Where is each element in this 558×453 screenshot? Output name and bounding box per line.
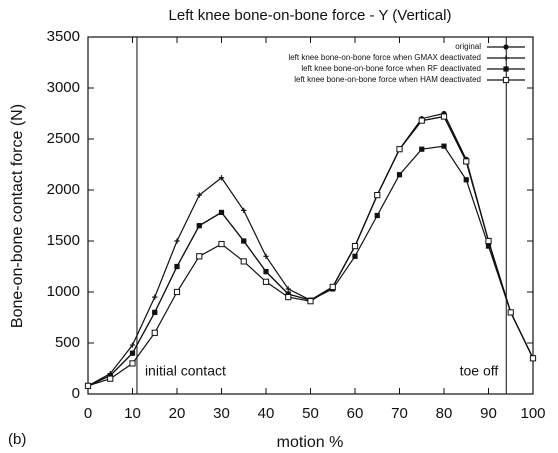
marker [196, 253, 203, 260]
marker [218, 209, 225, 216]
marker [440, 113, 448, 120]
marker [196, 223, 202, 229]
marker [241, 207, 247, 213]
x-tick-label: 80 [436, 405, 453, 422]
marker [263, 269, 269, 275]
marker [84, 382, 92, 389]
annotation-label: initial contact [145, 363, 226, 379]
legend-label: left knee bone-on-bone force when GMAX d… [288, 53, 481, 62]
y-tick-label: 3000 [47, 79, 80, 96]
marker [129, 360, 136, 367]
marker [241, 238, 247, 244]
marker [285, 294, 292, 301]
marker [218, 240, 225, 248]
marker [463, 177, 469, 183]
y-tick-label: 0 [72, 385, 80, 402]
y-axis-label: Bone-on-bone contact force (N) [9, 104, 26, 328]
marker [351, 243, 359, 250]
panel-label: (b) [8, 431, 26, 448]
marker [529, 355, 537, 362]
marker [196, 192, 202, 198]
y-tick-label: 1500 [47, 232, 80, 249]
marker [352, 253, 358, 259]
marker [374, 212, 380, 219]
marker [152, 294, 158, 300]
x-tick-label: 30 [213, 405, 230, 422]
marker [396, 146, 403, 153]
y-tick-label: 1000 [47, 283, 80, 300]
marker [129, 342, 136, 348]
legend-label: original [455, 42, 481, 51]
marker [463, 158, 470, 165]
marker [441, 143, 447, 149]
marker [329, 283, 336, 290]
marker [418, 117, 425, 124]
x-tick-label: 60 [347, 405, 364, 422]
marker [262, 278, 270, 285]
marker [503, 55, 509, 61]
marker [503, 44, 509, 50]
x-tick-label: 100 [520, 405, 545, 422]
x-tick-label: 10 [124, 405, 141, 422]
x-tick-label: 0 [84, 405, 92, 422]
marker [485, 243, 492, 249]
marker [129, 350, 136, 356]
x-tick-label: 50 [302, 405, 319, 422]
y-tick-label: 2000 [47, 181, 80, 198]
y-tick-label: 2500 [47, 130, 80, 147]
marker [174, 263, 180, 270]
marker [419, 146, 425, 152]
marker [218, 175, 225, 181]
marker [503, 66, 509, 72]
y-tick-label: 3500 [47, 28, 80, 45]
x-tick-label: 20 [169, 405, 186, 422]
plot-frame [87, 36, 534, 395]
x-tick-label: 90 [480, 405, 497, 422]
y-tick-label: 500 [55, 334, 80, 351]
marker [396, 172, 403, 178]
marker [240, 258, 247, 265]
x-tick-label: 40 [258, 405, 275, 422]
marker [507, 309, 514, 316]
marker [485, 237, 492, 245]
x-axis-label: motion % [277, 434, 344, 451]
marker [152, 309, 158, 315]
annotation-label: toe off [460, 363, 499, 379]
marker [374, 192, 381, 199]
marker [174, 238, 180, 244]
marker [285, 286, 291, 292]
series-line [87, 112, 534, 387]
marker [173, 288, 181, 296]
marker [151, 329, 158, 336]
marker [107, 375, 114, 382]
chart-title: Left knee bone-on-bone force - Y (Vertic… [169, 7, 452, 24]
marker [502, 76, 510, 84]
x-tick-label: 70 [391, 405, 408, 422]
legend-label: left knee bone-on-bone force when RF dea… [301, 64, 481, 73]
legend-label: left knee bone-on-bone force when HAM de… [294, 75, 481, 84]
marker [307, 298, 314, 305]
marker [263, 253, 269, 259]
